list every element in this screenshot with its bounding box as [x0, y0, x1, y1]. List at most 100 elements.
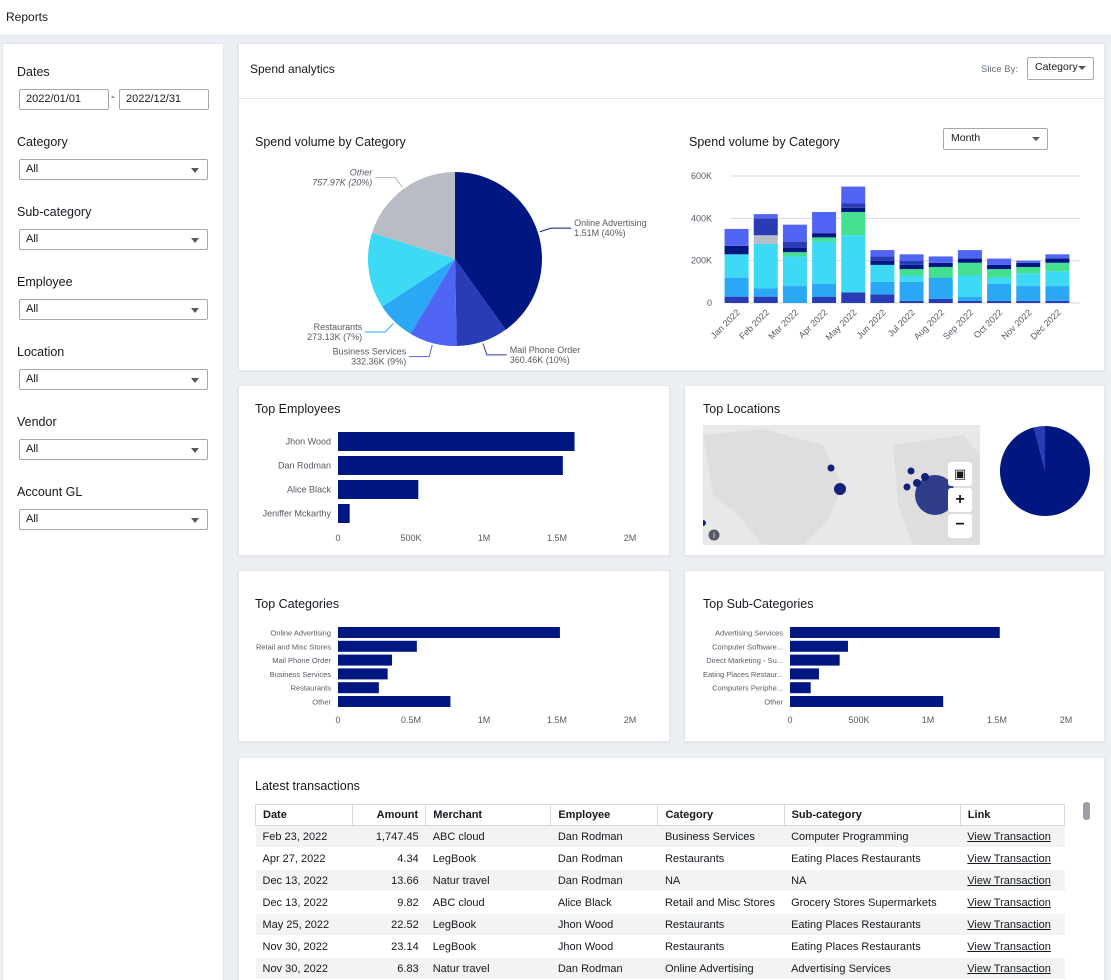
stacked-bar-segment[interactable] [899, 281, 924, 301]
stacked-bar-segment[interactable] [782, 224, 807, 242]
column-header-sub-category[interactable]: Sub-category [783, 804, 961, 826]
stacked-bar-segment[interactable] [1016, 300, 1041, 303]
bar[interactable] [338, 640, 417, 652]
stacked-bar-segment[interactable] [870, 294, 895, 303]
stacked-bar-segment[interactable] [782, 252, 807, 257]
stacked-bar-segment[interactable] [928, 298, 953, 303]
stacked-bar-segment[interactable] [899, 264, 924, 270]
stacked-bar-segment[interactable] [1045, 262, 1070, 272]
recenter-icon[interactable]: ▣ [948, 462, 972, 486]
bar[interactable] [338, 696, 451, 707]
stacked-bar-segment[interactable] [724, 228, 749, 246]
stacked-bar-segment[interactable] [1016, 262, 1041, 268]
stacked-bar-segment[interactable] [1045, 254, 1070, 259]
stacked-bar-segment[interactable] [870, 250, 895, 257]
view-transaction-link[interactable]: View Transaction [960, 847, 1065, 870]
pie-slice[interactable] [455, 259, 506, 346]
stacked-bar-segment[interactable] [753, 218, 778, 236]
table-scrollbar[interactable] [1083, 802, 1090, 820]
view-transaction-link[interactable]: View Transaction [960, 935, 1065, 958]
column-header-merchant[interactable]: Merchant [425, 804, 552, 826]
bar[interactable] [338, 504, 350, 523]
bar[interactable] [790, 627, 1000, 638]
stacked-bar-segment[interactable] [987, 300, 1012, 303]
granularity-dropdown[interactable]: Month [943, 128, 1048, 150]
stacked-bar-segment[interactable] [753, 214, 778, 219]
view-transaction-link[interactable]: View Transaction [960, 913, 1065, 936]
stacked-bar-segment[interactable] [928, 262, 953, 268]
view-transaction-link[interactable]: View Transaction [960, 869, 1065, 892]
stacked-bar-segment[interactable] [987, 258, 1012, 265]
stacked-bar-segment[interactable] [812, 241, 837, 284]
bar[interactable] [790, 640, 848, 652]
stacked-bar-segment[interactable] [987, 264, 1012, 270]
stacked-bar-segment[interactable] [957, 262, 982, 276]
stacked-bar-segment[interactable] [987, 277, 1012, 284]
column-header-amount[interactable]: Amount [352, 804, 427, 826]
stacked-bar-segment[interactable] [928, 277, 953, 299]
stacked-bar-segment[interactable] [870, 264, 895, 282]
bar[interactable] [338, 432, 575, 451]
stacked-bar-segment[interactable] [812, 211, 837, 234]
pie-slice[interactable] [455, 172, 542, 330]
date-to-input[interactable]: 2022/12/31 [119, 89, 209, 110]
pie-slice[interactable] [1033, 426, 1045, 471]
pie-slice[interactable] [382, 259, 455, 334]
view-transaction-link[interactable]: View Transaction [960, 957, 1065, 980]
stacked-bar-segment[interactable] [1016, 273, 1041, 287]
bar[interactable] [338, 480, 419, 499]
stacked-bar-segment[interactable] [841, 186, 866, 204]
column-header-link[interactable]: Link [959, 804, 1066, 826]
bar[interactable] [790, 696, 944, 707]
stacked-bar-segment[interactable] [957, 250, 982, 259]
info-icon[interactable] [708, 529, 720, 541]
stacked-bar-segment[interactable] [812, 233, 837, 238]
column-header-category[interactable]: Category [657, 804, 785, 826]
bar[interactable] [338, 456, 563, 475]
stacked-bar-segment[interactable] [957, 275, 982, 297]
bar[interactable] [790, 668, 819, 680]
stacked-bar-segment[interactable] [987, 283, 1012, 301]
pie-slice[interactable] [368, 232, 455, 307]
view-transaction-link[interactable]: View Transaction [960, 891, 1065, 914]
view-transaction-link[interactable]: View Transaction [960, 825, 1065, 848]
locations-map[interactable]: i ▣ + − [703, 425, 980, 545]
stacked-bar-segment[interactable] [870, 260, 895, 265]
stacked-bar-segment[interactable] [928, 256, 953, 263]
slice-by-dropdown[interactable]: Category [1027, 57, 1094, 80]
stacked-bar-segment[interactable] [753, 296, 778, 303]
stacked-bar-segment[interactable] [899, 300, 924, 303]
bar[interactable] [338, 682, 379, 694]
stacked-bar-segment[interactable] [1016, 286, 1041, 301]
stacked-bar-segment[interactable] [1045, 271, 1070, 287]
stacked-bar-segment[interactable] [841, 203, 866, 208]
stacked-bar-segment[interactable] [812, 296, 837, 303]
stacked-bar-segment[interactable] [987, 269, 1012, 278]
bar[interactable] [338, 668, 388, 680]
stacked-bar-segment[interactable] [812, 283, 837, 297]
filter-select-location[interactable]: All [19, 369, 208, 390]
stacked-bar-segment[interactable] [1016, 260, 1041, 263]
stacked-bar-segment[interactable] [899, 254, 924, 261]
stacked-bar-segment[interactable] [782, 256, 807, 287]
stacked-bar-segment[interactable] [957, 258, 982, 263]
stacked-bar-segment[interactable] [841, 292, 866, 303]
pie-slice[interactable] [1000, 426, 1090, 516]
stacked-bar-segment[interactable] [841, 207, 866, 212]
stacked-bar-segment[interactable] [724, 296, 749, 303]
stacked-bar-segment[interactable] [812, 237, 837, 242]
filter-select-vendor[interactable]: All [19, 439, 208, 460]
pie-slice[interactable] [372, 172, 455, 259]
filter-select-category[interactable]: All [19, 159, 208, 180]
filter-select-account-gl[interactable]: All [19, 509, 208, 530]
filter-select-employee[interactable]: All [19, 299, 208, 320]
zoom-in-icon[interactable]: + [948, 488, 972, 512]
stacked-bar-segment[interactable] [899, 275, 924, 282]
zoom-out-icon[interactable]: − [948, 514, 972, 538]
stacked-bar-segment[interactable] [899, 269, 924, 276]
column-header-date[interactable]: Date [254, 804, 354, 826]
bar[interactable] [790, 654, 840, 666]
stacked-bar-segment[interactable] [753, 235, 778, 244]
stacked-bar-segment[interactable] [782, 247, 807, 253]
stacked-bar-segment[interactable] [1045, 286, 1070, 301]
